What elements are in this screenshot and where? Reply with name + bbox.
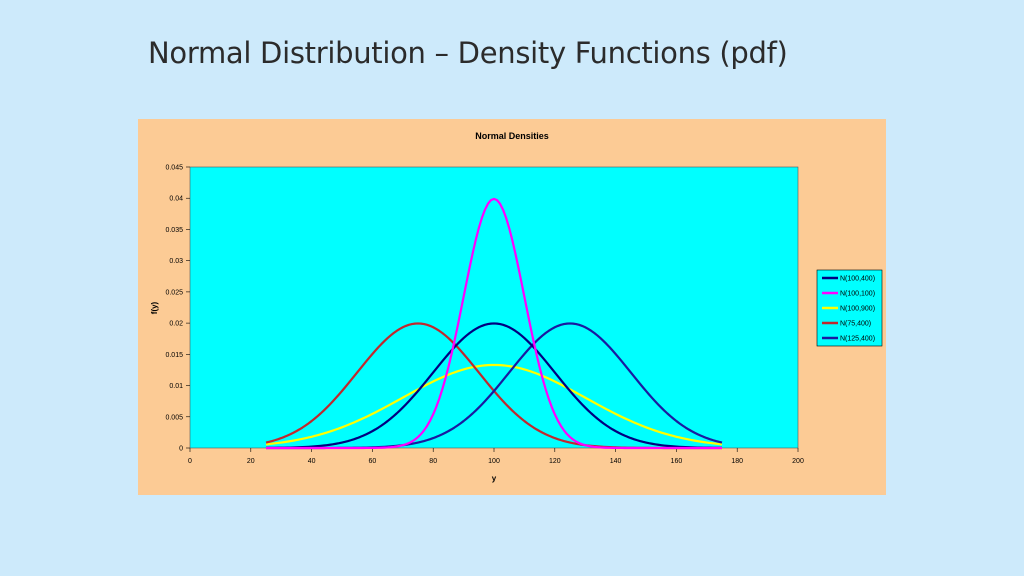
chart-title: Normal Densities [475, 131, 549, 141]
y-tick-label: 0.01 [169, 383, 183, 390]
x-tick-label: 60 [369, 458, 377, 465]
y-tick-label: 0 [179, 446, 183, 453]
y-tick-label: 0.04 [169, 196, 183, 203]
slide-title: Normal Distribution – Density Functions … [148, 36, 788, 70]
x-tick-label: 40 [308, 458, 316, 465]
legend-label: N(100,100) [840, 291, 875, 298]
x-tick-label: 200 [792, 458, 804, 465]
series-line-n-100-100 [266, 197, 722, 450]
x-tick-label: 140 [610, 458, 622, 465]
y-tick-label: 0.035 [165, 227, 183, 234]
x-tick-label: 100 [488, 458, 500, 465]
x-axis: 0 20 40 60 80 100 120 140 160 180 200 [188, 448, 804, 465]
series-lines [265, 197, 723, 450]
legend-label: N(75,400) [840, 321, 871, 328]
y-tick-label: 0.005 [165, 414, 183, 421]
y-tick-label: 0.025 [165, 289, 183, 296]
x-tick-label: 180 [731, 458, 743, 465]
x-tick-label: 80 [429, 458, 437, 465]
chart-container: Normal Densities 0 0.005 0.01 0.015 0.02 0.02… [138, 119, 886, 495]
series-line-n-100-900 [265, 363, 723, 446]
x-tick-label: 160 [671, 458, 683, 465]
x-tick-label: 120 [549, 458, 561, 465]
y-axis: 0 0.005 0.01 0.015 0.02 0.025 0.03 0.035 0.04 0.0… [165, 165, 190, 453]
x-tick-label: 0 [188, 458, 192, 465]
y-tick-label: 0.02 [169, 321, 183, 328]
y-tick-label: 0.045 [165, 165, 183, 172]
y-tick-label: 0.03 [169, 258, 183, 265]
legend-label: N(100,900) [840, 306, 875, 313]
legend-label: N(125,400) [840, 336, 875, 343]
y-axis-label: f(y) [150, 301, 159, 314]
legend: N(100,400) N(100,100) N(100,900) N(75,400) N… [816, 269, 883, 347]
x-tick-label: 20 [247, 458, 255, 465]
y-tick-label: 0.015 [165, 352, 183, 359]
plot-area [189, 166, 799, 449]
legend-label: N(100,400) [840, 276, 875, 283]
x-axis-label: y [492, 474, 497, 483]
normal-densities-chart: Normal Densities 0 0.005 0.01 0.015 0.02 0.02… [150, 131, 883, 483]
series-line-n-100-400 [265, 322, 723, 449]
legend-items: N(100,400) N(100,100) N(100,900) N(75,400) N… [822, 276, 875, 343]
